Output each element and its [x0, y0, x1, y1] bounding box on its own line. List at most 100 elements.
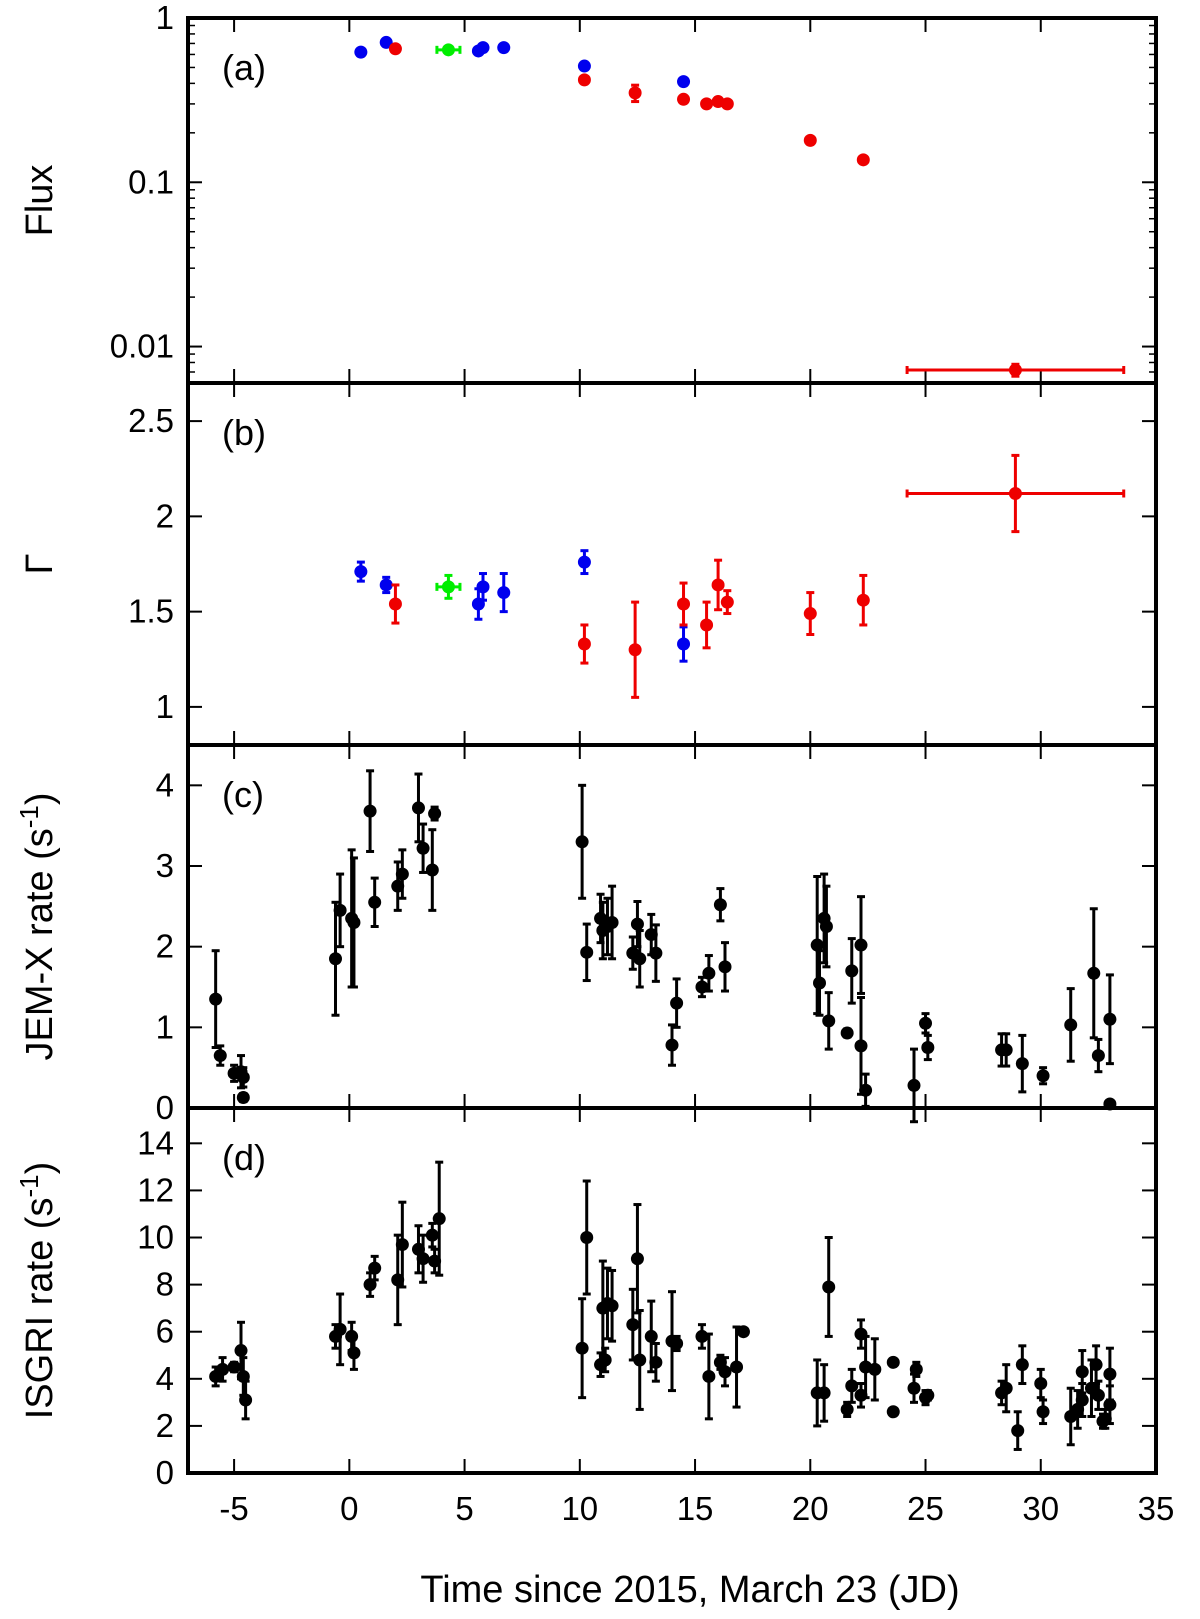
data-point — [368, 1261, 382, 1275]
data-point — [368, 895, 382, 909]
shared-x-axis: -5 0 5 10 15 20 25 30 35 — [219, 1490, 1174, 1527]
data-point — [856, 593, 870, 607]
data-point — [718, 1365, 732, 1379]
data-point — [209, 992, 223, 1006]
data-point — [333, 1322, 347, 1336]
y-tick-label-d: 8 — [156, 1266, 174, 1303]
x-tick-label: 30 — [1022, 1490, 1059, 1527]
data-point — [644, 1329, 658, 1343]
data-point — [1036, 1069, 1050, 1083]
y-tick-label-d: 0 — [156, 1454, 174, 1491]
data-point — [713, 898, 727, 912]
data-point — [626, 1318, 640, 1332]
data-point — [1103, 1367, 1117, 1381]
data-point — [1075, 1393, 1089, 1407]
data-point — [677, 597, 691, 611]
data-point — [999, 1381, 1013, 1395]
data-point — [999, 1043, 1013, 1057]
data-point — [428, 807, 442, 821]
data-point — [854, 1039, 868, 1053]
x-tick-label: 15 — [677, 1490, 714, 1527]
data-point — [388, 597, 402, 611]
data-point — [649, 946, 663, 960]
data-point — [395, 1238, 409, 1252]
x-tick-label: 5 — [455, 1490, 473, 1527]
data-point — [347, 1346, 361, 1360]
data-point — [633, 1353, 647, 1367]
data-point — [476, 41, 490, 55]
data-point — [1011, 1424, 1025, 1438]
series-a-red — [388, 42, 1126, 378]
x-axis-label: Time since 2015, March 23 (JD) — [420, 1569, 959, 1611]
data-point — [441, 580, 455, 594]
data-point — [239, 1393, 253, 1407]
data-point — [580, 1231, 594, 1245]
data-point — [649, 1355, 663, 1369]
data-point — [363, 804, 377, 818]
y-tick-label-d: 10 — [137, 1219, 174, 1256]
data-point — [1015, 1358, 1029, 1372]
panel-a: 0.01 0.1 1 Flux (a) — [19, 0, 1158, 385]
panel-c: 0 1 2 3 4 JEM-X rate (s-1) (c) — [14, 743, 1158, 1126]
y-tick-label-d: 4 — [156, 1360, 174, 1397]
y-tick-label-c: 1 — [156, 1008, 174, 1045]
panel-label-d: (d) — [222, 1137, 266, 1178]
data-point — [575, 835, 589, 849]
y-tick-label-b: 2.5 — [128, 402, 174, 439]
data-point — [580, 945, 594, 959]
data-point — [886, 1355, 900, 1369]
data-point — [803, 607, 817, 621]
series-b-red — [388, 453, 1126, 699]
y-tick-label-d: 6 — [156, 1313, 174, 1350]
y-axis-label-c: JEM-X rate (s-1) — [14, 792, 61, 1060]
data-point — [736, 1325, 750, 1339]
data-point — [720, 97, 734, 111]
data-point — [628, 643, 642, 657]
data-point — [859, 1083, 873, 1097]
data-point — [598, 1353, 612, 1367]
data-point — [388, 42, 402, 56]
x-tick-label: 20 — [792, 1490, 829, 1527]
series-b-blue — [354, 549, 691, 663]
series-c-JEM-X — [209, 769, 1117, 1124]
data-point — [845, 964, 859, 978]
data-point — [227, 1360, 241, 1374]
data-point — [840, 1402, 854, 1416]
data-point — [665, 1038, 679, 1052]
data-point — [670, 996, 684, 1010]
data-point — [720, 595, 734, 609]
data-point — [702, 1369, 716, 1383]
y-tick-label-c: 3 — [156, 847, 174, 884]
data-point — [718, 960, 732, 974]
data-point — [1036, 1405, 1050, 1419]
data-point — [354, 45, 368, 59]
data-point — [711, 578, 725, 592]
data-point — [630, 1252, 644, 1266]
series-d-ISGRI — [209, 1160, 1117, 1451]
y-tick-label-c: 2 — [156, 928, 174, 965]
data-point — [236, 1091, 250, 1105]
data-point — [1034, 1377, 1048, 1391]
data-point — [577, 73, 591, 87]
data-point — [354, 565, 368, 579]
data-point — [577, 637, 591, 651]
data-point — [1089, 1358, 1103, 1372]
y-tick-label-a: 0.1 — [128, 163, 174, 200]
data-point — [819, 920, 833, 933]
data-point — [677, 92, 691, 106]
data-point — [840, 1026, 854, 1040]
data-point — [1008, 363, 1022, 377]
panel-frame-d — [186, 1106, 1158, 1475]
data-point — [700, 618, 714, 632]
data-point — [700, 97, 714, 111]
y-tick-label-b: 1 — [156, 688, 174, 725]
data-point — [1087, 966, 1101, 980]
data-point — [1103, 1012, 1117, 1026]
data-point — [845, 1379, 859, 1393]
y-axis-label-a: Flux — [19, 165, 61, 237]
panel-label-a: (a) — [222, 47, 266, 88]
data-point — [329, 952, 343, 966]
